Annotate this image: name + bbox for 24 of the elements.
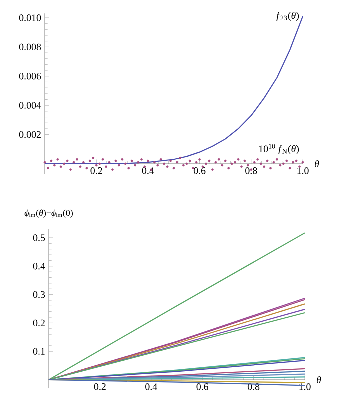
y-tick-label: 0.004 xyxy=(19,102,42,109)
x-axis-title: θ xyxy=(317,376,322,384)
y-axis-title: ϕ$_{im}$(θ)−ϕ$_{im}$(0) xyxy=(24,210,73,218)
x-axis-title: θ xyxy=(315,160,320,168)
x-tick-label: 0.2 xyxy=(94,384,106,390)
x-tick-label: 0.8 xyxy=(246,168,258,174)
y-tick-label: 0.5 xyxy=(33,234,46,242)
x-tick-label: 0.4 xyxy=(146,384,158,390)
series-label: 10$^{10}$ f$_{N}$(θ) xyxy=(259,144,300,154)
x-tick-label: 0.6 xyxy=(194,168,206,174)
x-tick-label: 0.2 xyxy=(90,168,102,174)
y-tick-label: 0.4 xyxy=(33,263,46,270)
y-tick-label: 0.3 xyxy=(33,291,46,298)
y-tick-label: 0.1 xyxy=(33,348,45,355)
series-label: f$_{23}$(θ) xyxy=(276,12,300,22)
x-tick-label: 0.6 xyxy=(196,384,209,390)
x-tick-label: 1.0 xyxy=(300,384,311,390)
y-tick-label: 0.010 xyxy=(19,14,42,22)
y-tick-label: 0.002 xyxy=(19,131,41,138)
y-tick-label: 0.006 xyxy=(19,73,42,80)
x-tick-label: 1.0 xyxy=(298,168,309,174)
y-tick-label: 0.008 xyxy=(19,44,42,51)
x-tick-label: 0.4 xyxy=(142,168,154,174)
y-tick-label: 0.2 xyxy=(33,320,45,327)
